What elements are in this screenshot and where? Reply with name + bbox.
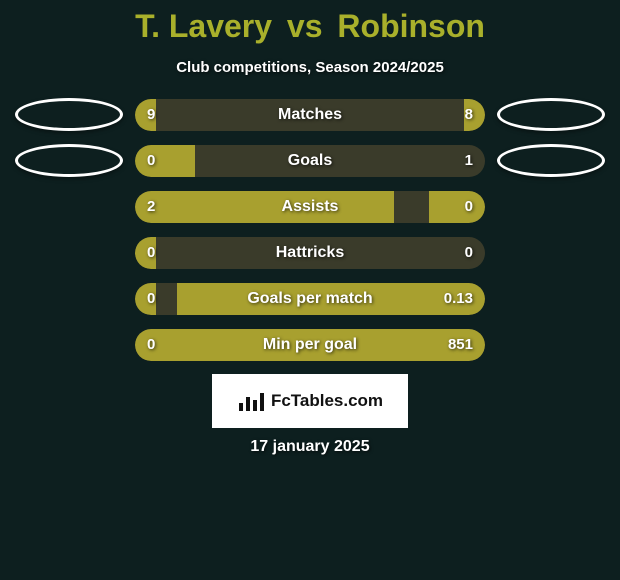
stat-value-left: 0	[147, 283, 155, 315]
comparison-container: T. Lavery vs Robinson Club competitions,…	[0, 0, 620, 456]
brand-logo[interactable]: FcTables.com	[212, 374, 408, 428]
stat-value-right: 0	[465, 191, 473, 223]
stat-value-right: 0	[465, 237, 473, 269]
spacer	[15, 236, 123, 269]
chart-bars-icon	[237, 389, 265, 413]
bar-left-fill	[135, 145, 195, 177]
spacer	[497, 328, 605, 361]
stat-bar: 00.13Goals per match	[135, 283, 485, 315]
stat-row: 0851Min per goal	[0, 328, 620, 361]
stat-row: 00.13Goals per match	[0, 282, 620, 315]
title-vs: vs	[287, 8, 323, 44]
date-text: 17 january 2025	[0, 438, 620, 456]
stat-label: Hattricks	[135, 237, 485, 269]
stat-value-left: 0	[147, 237, 155, 269]
bar-right-fill	[429, 191, 485, 223]
player2-oval	[497, 98, 605, 131]
stat-value-right: 0.13	[444, 283, 473, 315]
bar-left-fill	[135, 329, 485, 361]
spacer	[497, 282, 605, 315]
bar-right-fill	[177, 283, 485, 315]
spacer	[15, 328, 123, 361]
stat-value-right: 1	[465, 145, 473, 177]
player2-oval	[497, 144, 605, 177]
stat-value-right: 851	[448, 329, 473, 361]
bar-left-fill	[135, 191, 394, 223]
stat-value-left: 9	[147, 99, 155, 131]
stat-bar: 01Goals	[135, 145, 485, 177]
page-title: T. Lavery vs Robinson	[0, 8, 620, 45]
spacer	[15, 282, 123, 315]
stat-value-left: 0	[147, 329, 155, 361]
stat-bar: 0 0Hattricks	[135, 237, 485, 269]
player1-oval	[15, 144, 123, 177]
stat-row: 9 8Matches	[0, 98, 620, 131]
title-player2: Robinson	[337, 8, 485, 44]
stat-value-left: 2	[147, 191, 155, 223]
stat-bar: 9 8Matches	[135, 99, 485, 131]
stat-row: 20Assists	[0, 190, 620, 223]
spacer	[15, 190, 123, 223]
spacer	[497, 236, 605, 269]
title-player1: T. Lavery	[135, 8, 272, 44]
stat-bar: 20Assists	[135, 191, 485, 223]
stat-value-right: 8	[465, 99, 473, 131]
stat-row: 01Goals	[0, 144, 620, 177]
player1-oval	[15, 98, 123, 131]
brand-text: FcTables.com	[271, 391, 383, 411]
stat-row: 0 0Hattricks	[0, 236, 620, 269]
stat-label: Matches	[135, 99, 485, 131]
stat-bar: 0851Min per goal	[135, 329, 485, 361]
spacer	[497, 190, 605, 223]
stat-value-left: 0	[147, 145, 155, 177]
subtitle: Club competitions, Season 2024/2025	[0, 59, 620, 76]
stats-list: 98Matches01Goals20Assists00Hattricks00.1…	[0, 98, 620, 361]
